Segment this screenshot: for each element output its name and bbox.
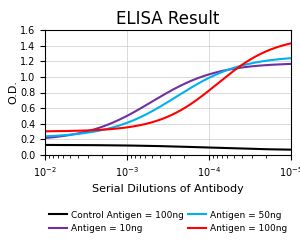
Antigen = 50ng <box>289 57 293 60</box>
Antigen = 10ng <box>250 65 254 68</box>
Control Antigen = 100ng <box>190 146 193 148</box>
Y-axis label: O.D.: O.D. <box>8 80 19 104</box>
Title: ELISA Result: ELISA Result <box>116 10 220 29</box>
Legend: Control Antigen = 100ng, Antigen = 10ng, Antigen = 50ng, Antigen = 100ng: Control Antigen = 100ng, Antigen = 10ng,… <box>45 207 291 237</box>
Control Antigen = 100ng <box>250 148 254 150</box>
Antigen = 10ng <box>194 78 197 80</box>
Antigen = 100ng <box>194 99 197 102</box>
Antigen = 10ng <box>43 136 47 140</box>
Antigen = 50ng <box>44 135 48 138</box>
Antigen = 50ng <box>266 59 270 62</box>
Antigen = 10ng <box>289 62 293 66</box>
Antigen = 10ng <box>190 79 193 82</box>
Antigen = 10ng <box>44 136 48 140</box>
Antigen = 100ng <box>44 130 48 133</box>
Antigen = 100ng <box>43 130 47 133</box>
Control Antigen = 100ng <box>44 144 48 146</box>
Antigen = 50ng <box>250 62 254 64</box>
Antigen = 50ng <box>194 84 197 86</box>
Antigen = 10ng <box>189 80 192 82</box>
Line: Control Antigen = 100ng: Control Antigen = 100ng <box>45 145 291 150</box>
Antigen = 10ng <box>266 64 270 66</box>
Control Antigen = 100ng <box>43 144 47 146</box>
Antigen = 100ng <box>190 102 193 105</box>
Line: Antigen = 10ng: Antigen = 10ng <box>45 64 291 138</box>
Antigen = 100ng <box>289 42 293 45</box>
Line: Antigen = 100ng: Antigen = 100ng <box>45 43 291 131</box>
Line: Antigen = 50ng: Antigen = 50ng <box>45 58 291 136</box>
Antigen = 100ng <box>266 49 270 52</box>
Antigen = 100ng <box>189 103 192 106</box>
X-axis label: Serial Dilutions of Antibody: Serial Dilutions of Antibody <box>92 184 244 194</box>
Antigen = 50ng <box>190 86 193 89</box>
Control Antigen = 100ng <box>266 148 270 151</box>
Control Antigen = 100ng <box>194 146 197 149</box>
Control Antigen = 100ng <box>289 148 293 151</box>
Antigen = 50ng <box>189 86 192 90</box>
Antigen = 50ng <box>43 135 47 138</box>
Antigen = 100ng <box>250 57 254 60</box>
Control Antigen = 100ng <box>189 146 192 148</box>
